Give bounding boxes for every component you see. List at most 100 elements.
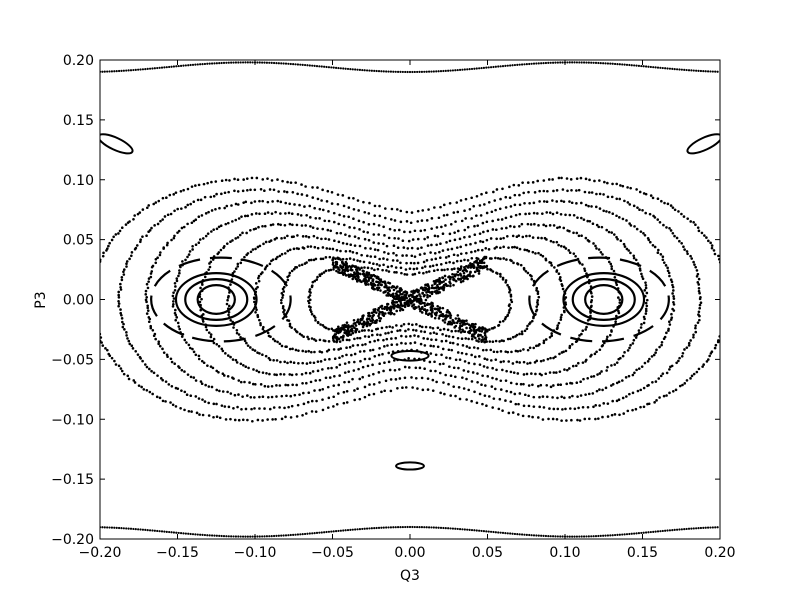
- orbit-point: [203, 62, 207, 66]
- orbit-point: [459, 199, 463, 202]
- orbit-point: [600, 225, 604, 229]
- orbit-point: [194, 353, 198, 357]
- orbit-point: [278, 384, 282, 387]
- orbit-point: [404, 525, 407, 529]
- orbit-point: [282, 62, 285, 65]
- orbit-point: [302, 391, 305, 395]
- orbit-point: [199, 533, 202, 536]
- orbit-point: [227, 61, 230, 64]
- orbit-point: [286, 249, 290, 253]
- orbit-point: [217, 225, 221, 229]
- orbit-point: [419, 330, 423, 333]
- orbit-point: [441, 347, 445, 351]
- orbit-point: [122, 270, 125, 274]
- orbit-point: [436, 268, 439, 272]
- orbit-point: [513, 203, 517, 207]
- orbit-point: [288, 202, 292, 206]
- orbit-point: [286, 383, 290, 387]
- orbit-point: [349, 528, 352, 531]
- orbit-point: [527, 414, 531, 418]
- chaotic-point: [352, 275, 355, 278]
- orbit-point: [347, 196, 351, 200]
- orbit-point: [134, 528, 137, 531]
- orbit-point: [275, 534, 278, 537]
- orbit-point: [463, 68, 466, 71]
- orbit-point: [525, 248, 529, 252]
- orbit-point: [173, 362, 176, 365]
- orbit-point: [540, 236, 543, 240]
- chaotic-point: [333, 264, 337, 268]
- chaotic-point: [453, 274, 457, 278]
- orbit-point: [158, 253, 162, 257]
- orbit-point: [430, 227, 433, 230]
- orbit-point: [508, 196, 512, 200]
- orbit-point: [363, 266, 366, 269]
- orbit-point: [168, 193, 172, 197]
- orbit-point: [568, 407, 572, 410]
- orbit-point: [631, 373, 635, 377]
- chaotic-point: [381, 280, 385, 284]
- invariant-curve: [184, 278, 249, 321]
- orbit-point: [218, 534, 221, 537]
- orbit-point: [559, 383, 563, 387]
- orbit-point: [235, 331, 239, 335]
- chaotic-point: [412, 303, 415, 307]
- orbit-point: [139, 357, 142, 360]
- orbit-point: [430, 526, 433, 529]
- orbit-point: [612, 325, 615, 328]
- orbit-point: [391, 259, 395, 262]
- orbit-point: [533, 222, 536, 226]
- orbit-point: [212, 228, 216, 231]
- orbit-point: [526, 181, 530, 184]
- orbit-point: [670, 280, 674, 284]
- orbit-point: [695, 370, 699, 374]
- orbit-point: [172, 193, 176, 196]
- orbit-point: [456, 351, 460, 354]
- orbit-point: [424, 325, 428, 329]
- orbit-point: [300, 224, 304, 227]
- orbit-point: [643, 361, 647, 365]
- orbit-point: [431, 264, 435, 268]
- orbit-point: [696, 321, 700, 324]
- orbit-point: [669, 229, 673, 232]
- orbit-point: [226, 390, 229, 394]
- orbit-point: [577, 234, 581, 238]
- orbit-point: [537, 534, 540, 537]
- orbit-point: [442, 214, 446, 217]
- orbit-point: [672, 289, 675, 292]
- chaotic-point: [460, 319, 464, 323]
- orbit-point: [127, 339, 131, 343]
- orbit-point: [692, 527, 695, 530]
- orbit-point: [598, 179, 601, 182]
- orbit-point: [513, 193, 517, 197]
- orbit-point: [339, 231, 343, 235]
- orbit-point: [327, 238, 331, 241]
- orbit-point: [660, 341, 664, 344]
- orbit-point: [579, 394, 583, 397]
- orbit-point: [286, 278, 290, 282]
- orbit-point: [275, 62, 278, 65]
- orbit-point: [288, 347, 292, 351]
- orbit-point: [451, 341, 455, 345]
- orbit-point: [281, 296, 284, 299]
- orbit-point: [120, 275, 124, 279]
- orbit-point: [470, 256, 474, 260]
- orbit-point: [258, 244, 262, 248]
- orbit-point: [623, 245, 627, 248]
- orbit-point: [665, 226, 668, 229]
- orbit-point: [448, 356, 452, 360]
- orbit-point: [309, 380, 313, 384]
- orbit-point: [283, 190, 286, 193]
- orbit-point: [425, 526, 428, 529]
- orbit-point: [184, 532, 187, 535]
- orbit-point: [590, 295, 594, 298]
- orbit-point: [507, 360, 511, 363]
- orbit-point: [353, 389, 356, 392]
- orbit-point: [516, 413, 520, 416]
- orbit-point: [313, 64, 316, 67]
- orbit-point: [272, 188, 276, 192]
- orbit-point: [495, 245, 498, 249]
- orbit-point: [581, 361, 585, 364]
- orbit-point: [199, 198, 203, 202]
- x-axis-label: Q3: [400, 568, 420, 584]
